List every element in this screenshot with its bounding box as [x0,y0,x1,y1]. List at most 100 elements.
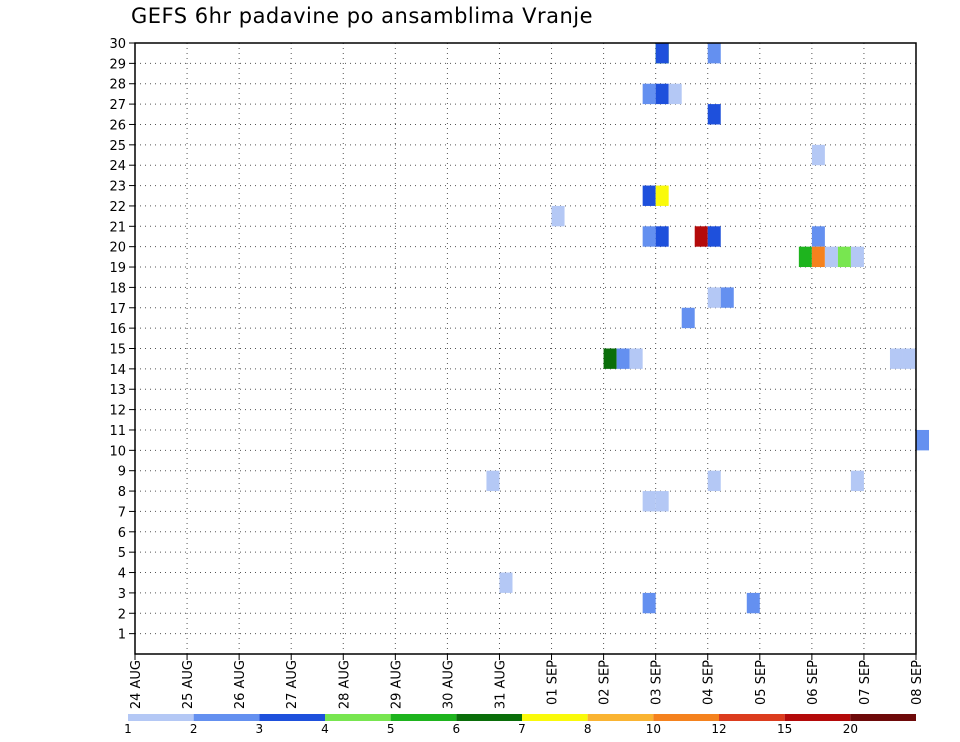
colorbar-segment [193,714,260,721]
y-tick-label: 6 [118,526,126,541]
y-tick-label: 30 [109,37,126,52]
y-tick-label: 2 [118,607,126,622]
x-tick-label: 25 AUG [181,660,196,709]
heatmap-cell [707,104,721,125]
colorbar-segment [850,714,916,721]
y-tick-label: 26 [109,118,126,133]
colorbar-segment [587,714,654,721]
y-tick-label: 23 [109,180,126,195]
heatmap-cell [824,246,838,268]
heatmap-cell [837,246,851,268]
colorbar-label: 3 [256,722,264,736]
heatmap-cell [707,226,721,247]
heatmap-cell [850,246,864,268]
heatmap-cell [655,83,669,105]
chart-title: GEFS 6hr padavine po ansamblima Vranje [131,4,594,28]
y-tick-label: 15 [109,343,126,358]
colorbar: 1 2 3 4 5 6 7 8 10 12 15 20 [124,714,916,736]
colorbar-segment [522,714,588,721]
x-tick-label: 07 SEP [858,660,873,705]
x-tick-label: 28 AUG [337,660,352,709]
x-tick-label: 06 SEP [806,660,821,705]
heatmap-cell [889,348,903,369]
x-tick-label: 02 SEP [598,660,613,705]
y-tick-label: 13 [109,383,126,398]
y-axis: 1234567891011121314151617181920212223242… [109,37,135,643]
heatmap-cells [486,43,930,614]
y-tick-label: 7 [118,505,126,520]
colorbar-segment [325,714,391,721]
colorbar-label: 10 [646,722,661,736]
heatmap-cell [551,205,565,227]
x-tick-label: 05 SEP [754,660,769,705]
colorbar-segment [653,714,719,721]
x-tick-label: 26 AUG [233,660,248,709]
grid [135,43,916,654]
heatmap-cell [811,246,825,268]
y-tick-label: 17 [109,302,126,317]
colorbar-label: 15 [777,722,792,736]
heatmap-cell [746,592,760,614]
x-tick-label: 03 SEP [650,660,665,705]
x-tick-label: 31 AUG [493,660,508,709]
x-tick-label: 08 SEP [910,660,925,705]
heatmap-cell [707,43,721,64]
x-tick-label: 27 AUG [285,660,300,709]
heatmap-cell [655,226,669,247]
y-tick-label: 21 [109,220,126,235]
y-tick-label: 24 [109,159,126,174]
colorbar-segment [719,714,785,721]
y-tick-label: 19 [109,261,126,276]
y-tick-label: 3 [118,587,126,602]
heatmap-cell [811,144,825,166]
colorbar-segment [390,714,457,721]
colorbar-segment [259,714,325,721]
heatmap-cell [916,429,930,451]
colorbar-label: 8 [584,722,592,736]
y-tick-label: 20 [109,241,126,256]
y-tick-label: 8 [118,485,126,500]
heatmap-cell [902,348,916,369]
colorbar-label: 12 [711,722,726,736]
heatmap-cell [642,226,656,247]
y-tick-label: 28 [109,78,126,93]
heatmap-cell [850,470,864,492]
x-tick-label: 29 AUG [389,660,404,709]
heatmap-cell [616,348,630,369]
colorbar-segment [128,714,194,721]
heatmap-cell [603,348,617,369]
y-tick-label: 1 [118,628,126,643]
heatmap-cell [499,572,513,593]
y-tick-label: 9 [118,465,126,480]
heatmap-cell [655,185,669,206]
y-tick-label: 29 [109,57,126,72]
colorbar-label: 2 [190,722,198,736]
heatmap-cell [707,470,721,492]
y-tick-label: 10 [109,444,126,459]
colorbar-label: 6 [453,722,461,736]
y-tick-label: 25 [109,139,126,154]
heatmap-cell [694,226,708,247]
y-tick-label: 16 [109,322,126,337]
heatmap-cell [655,43,669,64]
colorbar-label: 5 [387,722,395,736]
colorbar-label: 1 [124,722,132,736]
y-tick-label: 12 [109,404,126,419]
heatmap-cell [811,226,825,247]
colorbar-segment [456,714,522,721]
colorbar-label: 7 [518,722,526,736]
y-tick-label: 22 [109,200,126,215]
heatmap-cell [642,185,656,206]
heatmap-cell [642,491,656,512]
colorbar-label: 20 [843,722,858,736]
y-tick-label: 18 [109,281,126,296]
heatmap-cell [642,83,656,105]
y-tick-label: 5 [118,546,126,561]
heatmap-cell [642,592,656,614]
x-tick-label: 30 AUG [441,660,456,709]
y-tick-label: 11 [109,424,126,439]
y-tick-label: 4 [118,567,126,582]
colorbar-label: 4 [321,722,329,736]
x-axis: 24 AUG 25 AUG 26 AUG 27 AUG 28 AUG 29 AUG 30 A… [129,654,925,709]
colorbar-segment [784,714,851,721]
